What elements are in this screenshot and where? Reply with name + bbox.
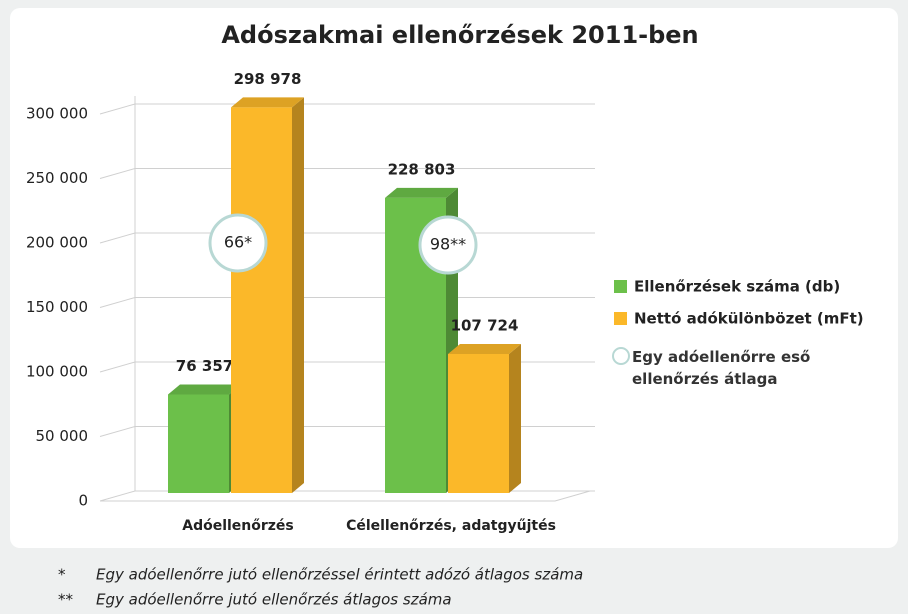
y-tick-label: 50 000 xyxy=(36,427,89,445)
value-label: 76 357 xyxy=(176,357,233,375)
legend-swatch xyxy=(614,280,627,293)
bar-front xyxy=(231,107,292,493)
y-tick-label: 300 000 xyxy=(26,105,88,123)
annotation-circle xyxy=(208,213,268,273)
value-label: 107 724 xyxy=(451,317,519,335)
y-tick-label: 0 xyxy=(78,492,88,510)
bar-front xyxy=(385,197,446,494)
bar-front xyxy=(448,354,509,493)
x-tick-label: Célellenőrzés, adatgyűjtés xyxy=(346,518,556,534)
legend-label: Ellenőrzések száma (db) xyxy=(634,278,840,296)
footnote-text: Egy adóellenőrre jutó ellenőrzéssel érin… xyxy=(96,566,583,584)
bar-top xyxy=(385,187,458,198)
bar-front xyxy=(168,394,229,493)
value-label: 298 978 xyxy=(234,70,302,88)
legend-swatch xyxy=(614,312,627,325)
annotation-circle xyxy=(418,215,478,275)
footnote-marker: * xyxy=(58,566,66,584)
legend-annotation-label: Egy adóellenőrre eső ellenőrzés átlaga xyxy=(632,348,811,388)
footnote-text: Egy adóellenőrre jutó ellenőrzés átlagos… xyxy=(96,591,452,609)
x-tick-label: Adóellenőrzés xyxy=(182,518,294,534)
annotation-label: 98** xyxy=(430,235,466,254)
bar-top xyxy=(231,97,304,108)
bar-side xyxy=(292,97,304,493)
chart-title: Adószakmai ellenőrzések 2011-ben xyxy=(221,21,698,49)
bar-top xyxy=(168,384,241,395)
y-tick-label: 200 000 xyxy=(26,234,88,252)
y-tick-label: 100 000 xyxy=(26,363,88,381)
legend-label: Nettó adókülönbözet (mFt) xyxy=(634,310,864,328)
bar-side xyxy=(509,344,521,493)
bar xyxy=(168,384,241,493)
bar xyxy=(231,97,304,493)
annotation-label: 66* xyxy=(224,233,252,252)
footnote-marker: ** xyxy=(58,591,74,609)
y-tick-label: 250 000 xyxy=(26,169,88,187)
floor xyxy=(100,490,591,502)
legend-circle xyxy=(612,347,630,365)
y-tick-label: 150 000 xyxy=(26,298,88,316)
bar-top xyxy=(448,344,521,355)
value-label: 228 803 xyxy=(388,160,456,178)
bar xyxy=(448,344,521,493)
